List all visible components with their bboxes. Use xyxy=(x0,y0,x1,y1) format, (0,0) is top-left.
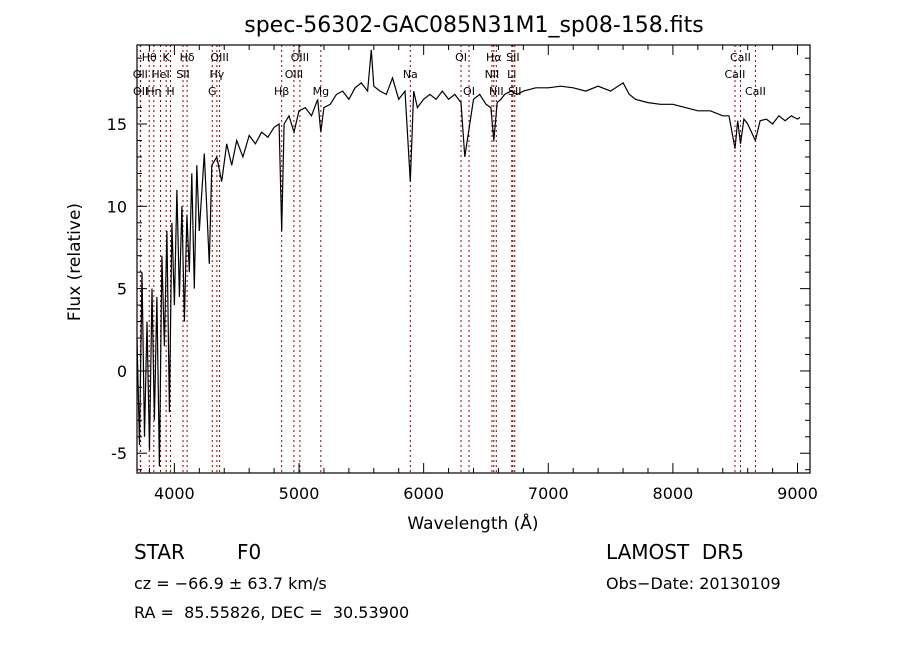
line-label-19: NII xyxy=(485,68,500,81)
y-tick-label-1: 0 xyxy=(117,362,127,381)
line-label-4: HeI xyxy=(151,68,169,81)
line-label-6: H xyxy=(166,85,174,98)
line-label-3: Hη xyxy=(146,85,161,98)
plot-frame xyxy=(136,44,811,474)
line-label-27: CaII xyxy=(745,85,766,98)
y-tick-label-0: -5 xyxy=(111,444,127,463)
line-label-23: SII xyxy=(506,51,519,64)
observation-date: Obs−Date: 20130109 xyxy=(606,574,781,593)
line-label-26: CaII xyxy=(730,51,751,64)
line-label-16: Na xyxy=(403,68,418,81)
spectrum-series-line xyxy=(136,49,801,467)
object-subclass: F0 xyxy=(237,540,262,564)
x-tick-label-3: 7000 xyxy=(528,484,569,503)
line-label-20: Hα xyxy=(486,51,502,64)
line-label-7: SII xyxy=(176,68,189,81)
y-axis-label: Flux (relative) xyxy=(65,203,85,321)
line-label-11: OIII xyxy=(210,51,228,64)
x-tick-label-4: 8000 xyxy=(653,484,694,503)
x-axis-ticks: 4000 5000 6000 7000 8000 9000 xyxy=(148,45,818,503)
line-label-10: Hγ xyxy=(209,68,224,81)
line-label-22: Li xyxy=(507,68,516,81)
line-label-21: NII xyxy=(489,85,504,98)
line-label-24: SII xyxy=(508,85,521,98)
y-tick-label-2: 5 xyxy=(117,280,127,299)
x-tick-label-0: 4000 xyxy=(154,484,195,503)
line-label-8: Hδ xyxy=(180,51,195,64)
survey-name: LAMOST DR5 xyxy=(606,540,744,564)
line-label-12: Hβ xyxy=(274,85,289,98)
line-label-14: OIII xyxy=(291,51,309,64)
x-tick-label-5: 9000 xyxy=(777,484,818,503)
line-label-25: CaII xyxy=(725,68,746,81)
line-label-13: OIII xyxy=(285,68,303,81)
spectral-line-markers xyxy=(139,45,756,473)
x-axis-label: Wavelength (Å) xyxy=(407,512,538,534)
y-axis-ticks: -5 0 5 10 15 xyxy=(107,57,810,471)
chart-title: spec-56302-GAC085N31M1_sp08-158.fits xyxy=(244,13,704,38)
line-label-17: OI xyxy=(455,51,467,64)
line-label-5: K xyxy=(163,51,171,64)
spectral-line-labels: HθOIIOIIHηHeIKHSIIHδGHγOIIIHβOIIIOIIIMgN… xyxy=(133,51,766,98)
object-class: STAR xyxy=(134,540,185,564)
y-tick-label-3: 10 xyxy=(107,197,127,216)
line-label-18: OI xyxy=(463,85,475,98)
ra-dec: RA = 85.55826, DEC = 30.53900 xyxy=(134,603,410,622)
y-tick-label-4: 15 xyxy=(107,115,127,134)
x-tick-label-1: 5000 xyxy=(279,484,320,503)
x-tick-label-2: 6000 xyxy=(403,484,444,503)
redshift-cz: cz = −66.9 ± 63.7 km/s xyxy=(134,574,327,593)
line-label-15: Mg xyxy=(313,85,329,98)
line-label-0: Hθ xyxy=(142,51,157,64)
line-label-9: G xyxy=(208,85,217,98)
